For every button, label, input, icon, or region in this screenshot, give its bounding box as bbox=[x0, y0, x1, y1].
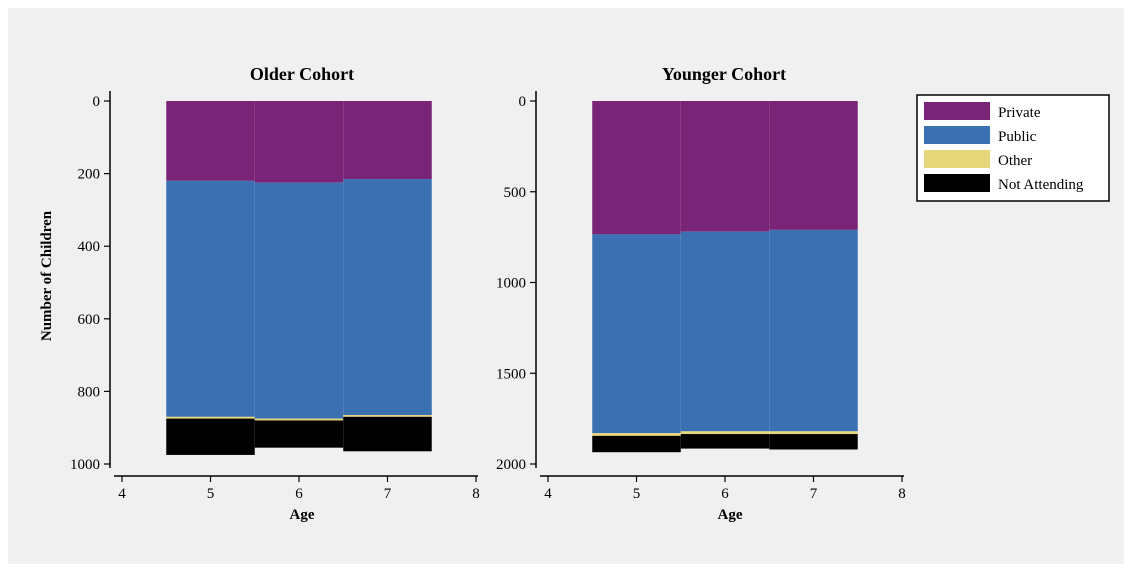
bar-segment-private bbox=[769, 101, 858, 230]
bars-group bbox=[592, 101, 858, 453]
y-tick-label: 1500 bbox=[496, 366, 526, 382]
x-tick-label: 8 bbox=[898, 486, 906, 502]
legend-swatch-other bbox=[924, 150, 990, 168]
axes-group: 0 200 400 600 800 1000 4 5 6 7 8 bbox=[70, 91, 480, 502]
x-axis-label: Age bbox=[290, 507, 315, 523]
legend-label: Other bbox=[998, 153, 1032, 169]
bar-segment-not-attending bbox=[166, 418, 255, 455]
bars-group bbox=[166, 101, 432, 455]
x-tick-label: 6 bbox=[295, 486, 303, 502]
legend-swatch-public bbox=[924, 126, 990, 144]
bar-segment-private bbox=[343, 101, 432, 180]
bar-segment-private bbox=[254, 101, 344, 183]
bar-segment-other bbox=[343, 414, 432, 417]
x-tick-label: 7 bbox=[384, 486, 392, 502]
y-tick-label: 1000 bbox=[496, 276, 526, 292]
legend-label: Public bbox=[998, 129, 1037, 145]
bar-segment-other bbox=[769, 431, 858, 435]
x-tick-label: 4 bbox=[118, 486, 126, 502]
y-tick-label: 400 bbox=[78, 239, 101, 255]
x-tick-label: 4 bbox=[544, 486, 552, 502]
y-tick-label: 500 bbox=[504, 185, 527, 201]
bar-segment-public bbox=[254, 182, 344, 419]
bar-segment-public bbox=[343, 179, 432, 415]
x-tick-label: 5 bbox=[207, 486, 215, 502]
bar-segment-not-attending bbox=[592, 435, 681, 453]
legend-swatch-private bbox=[924, 102, 990, 120]
bar-segment-not-attending bbox=[254, 420, 344, 448]
x-tick-label: 8 bbox=[472, 486, 480, 502]
x-tick-label: 7 bbox=[810, 486, 818, 502]
bar-segment-private bbox=[680, 101, 770, 232]
younger-cohort-panel: Younger Cohort 0 500 1000 1500 2000 4 5 6 7 8 Age bbox=[496, 64, 906, 523]
y-tick-label: 2000 bbox=[496, 457, 526, 473]
legend-label: Not Attending bbox=[998, 177, 1084, 193]
bar-segment-other bbox=[166, 416, 255, 419]
bar-segment-other bbox=[680, 431, 770, 435]
bar-segment-not-attending bbox=[769, 434, 858, 450]
bar-segment-not-attending bbox=[343, 416, 432, 452]
y-tick-label: 200 bbox=[78, 167, 101, 183]
y-axis-label: Number of Children bbox=[39, 210, 55, 341]
x-tick-label: 5 bbox=[633, 486, 641, 502]
bar-segment-other bbox=[254, 418, 344, 421]
y-tick-label: 1000 bbox=[70, 457, 100, 473]
bar-segment-public bbox=[680, 231, 770, 432]
bar-segment-private bbox=[166, 101, 255, 181]
legend-swatch-not-attending bbox=[924, 174, 990, 192]
panel-title: Younger Cohort bbox=[662, 64, 786, 84]
y-tick-label: 0 bbox=[519, 94, 527, 110]
bar-segment-not-attending bbox=[680, 434, 770, 449]
legend: Private Public Other Not Attending bbox=[916, 94, 1110, 202]
bar-segment-public bbox=[769, 229, 858, 432]
y-tick-label: 0 bbox=[93, 94, 101, 110]
legend-items: Private Public Other Not Attending bbox=[924, 102, 1084, 193]
y-tick-label: 600 bbox=[78, 312, 101, 328]
x-tick-label: 6 bbox=[721, 486, 729, 502]
legend-label: Private bbox=[998, 105, 1041, 121]
y-tick-label: 800 bbox=[78, 384, 101, 400]
bar-segment-public bbox=[166, 180, 255, 417]
panel-title: Older Cohort bbox=[250, 64, 354, 84]
axes-group: 0 500 1000 1500 2000 4 5 6 7 8 bbox=[496, 91, 906, 502]
x-axis-label: Age bbox=[718, 507, 743, 523]
bar-segment-other bbox=[592, 433, 681, 436]
bar-segment-public bbox=[592, 234, 681, 434]
bar-segment-private bbox=[592, 101, 681, 235]
